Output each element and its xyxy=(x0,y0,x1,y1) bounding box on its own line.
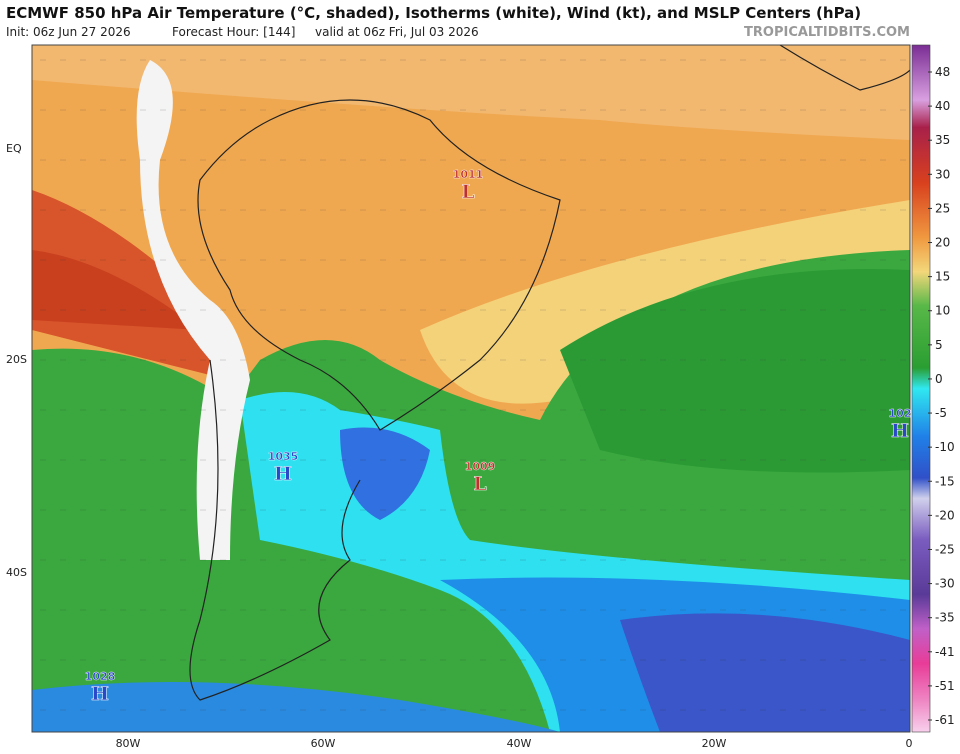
center-letter: L xyxy=(473,473,486,495)
colorbar-label: 15 xyxy=(935,270,950,284)
colorbar-label: -10 xyxy=(935,440,955,454)
colorbar xyxy=(911,44,931,733)
colorbar-label: -5 xyxy=(935,406,947,420)
colorbar-label: -30 xyxy=(935,577,955,591)
colorbar-label: 10 xyxy=(935,304,950,318)
center-letter: H xyxy=(91,683,109,705)
lat-label: EQ xyxy=(6,142,22,155)
center-value: 102 xyxy=(889,407,912,420)
lat-label: 40S xyxy=(6,566,27,579)
colorbar-label: -20 xyxy=(935,508,955,522)
colorbar-label: -15 xyxy=(935,474,955,488)
init-time: Init: 06z Jun 27 2026 xyxy=(6,25,131,39)
lat-label: 20S xyxy=(6,353,27,366)
center-letter: L xyxy=(461,181,474,203)
colorbar-label: -35 xyxy=(935,611,955,625)
colorbar-label: 25 xyxy=(935,201,950,215)
colorbar-label: 20 xyxy=(935,236,950,250)
colorbar-label: -41 xyxy=(935,645,955,659)
center-value: 1011 xyxy=(453,168,484,181)
colorbar-label: 48 xyxy=(935,65,950,79)
center-value: 1028 xyxy=(85,670,116,683)
valid-time: valid at 06z Fri, Jul 03 2026 xyxy=(315,25,479,39)
colorbar-label: -25 xyxy=(935,542,955,556)
center-letter: H xyxy=(891,420,909,442)
colorbar-label: -61 xyxy=(935,713,955,727)
colorbar-label: 30 xyxy=(935,167,950,181)
brand: TROPICALTIDBITS.COM xyxy=(744,25,910,40)
map-frame xyxy=(31,44,911,733)
center-value: 1009 xyxy=(465,460,496,473)
lon-label: 40W xyxy=(507,737,532,750)
colorbar-label: 40 xyxy=(935,99,950,113)
lon-label: 20W xyxy=(702,737,727,750)
forecast-hour: Forecast Hour: [144] xyxy=(172,25,295,39)
lon-label: 80W xyxy=(116,737,141,750)
lon-label: 60W xyxy=(311,737,336,750)
map-field xyxy=(32,45,910,732)
title: ECMWF 850 hPa Air Temperature (°C, shade… xyxy=(6,4,861,22)
lon-label: 0 xyxy=(906,737,913,750)
center-value: 1035 xyxy=(268,450,299,463)
colorbar-label: -51 xyxy=(935,679,955,693)
colorbar-label: 0 xyxy=(935,372,943,386)
colorbar-label: 35 xyxy=(935,133,950,147)
center-letter: H xyxy=(274,463,292,485)
colorbar-label: 5 xyxy=(935,338,943,352)
